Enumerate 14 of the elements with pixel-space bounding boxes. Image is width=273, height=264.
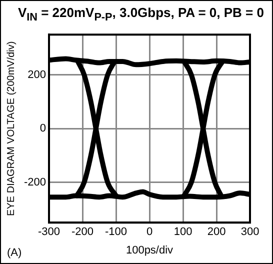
x-tick-label: -200 (72, 226, 94, 238)
y-tick-label: -200 (24, 176, 46, 188)
y-tick-label: 0 (40, 122, 46, 135)
x-tick-label: -300 (38, 226, 60, 238)
x-tick-label: -100 (104, 226, 128, 238)
x-tick-label: 300 (240, 226, 260, 238)
y-axis-title: EYE DIAGRAM VOLTAGE (200mV/div) (6, 41, 17, 216)
x-tick-label: 0 (146, 226, 153, 238)
y-tick-label: 200 (28, 68, 46, 81)
text: (A) (7, 247, 22, 259)
x-tick-label: 100 (174, 226, 192, 238)
x-tick-label: 200 (207, 226, 226, 238)
chart-title: V$_{IN}$ = 220mV$_{P-P}$, 3.0Gbps, PA = 0, PB = 0 (16, 4, 265, 25)
x-axis-title: 100ps/div (126, 244, 174, 256)
